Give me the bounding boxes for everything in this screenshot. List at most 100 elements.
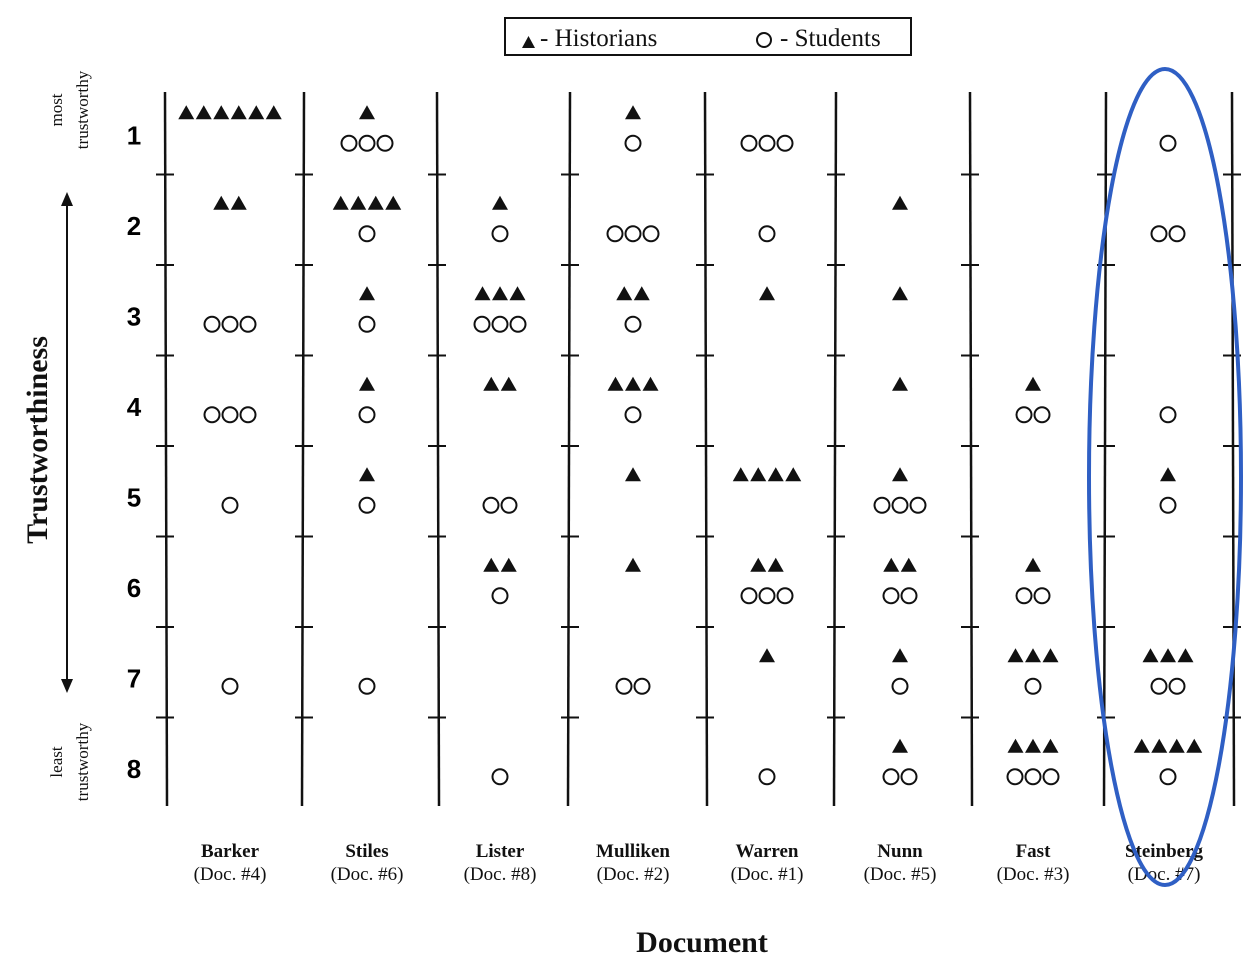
historian-triangle [248, 105, 265, 120]
student-circle [909, 496, 927, 514]
least-trustworthy-label: least trustworthy [47, 722, 92, 801]
student-circle [221, 315, 239, 333]
student-circle [340, 134, 358, 152]
document-number-label: (Doc. #2) [597, 864, 670, 885]
rank-label-3: 3 [127, 301, 141, 331]
student-circle [491, 315, 509, 333]
student-circle [1015, 406, 1033, 424]
rank-label-8: 8 [127, 754, 141, 784]
student-circle [776, 587, 794, 605]
rank-label-7: 7 [127, 663, 141, 693]
historian-triangle [500, 376, 517, 391]
rank-labels: 1 2 3 4 5 6 7 8 [127, 120, 142, 784]
rank-label-1: 1 [127, 120, 141, 150]
document-column-barker [178, 105, 282, 695]
document-column-steinberg [1133, 134, 1203, 786]
student-circle [1159, 406, 1177, 424]
historian-triangle [616, 286, 633, 301]
student-circle [776, 134, 794, 152]
student-circle [482, 496, 500, 514]
student-circle [221, 496, 239, 514]
student-circle [491, 768, 509, 786]
student-circle [358, 315, 376, 333]
student-circle [491, 587, 509, 605]
student-circle [239, 315, 257, 333]
historian-triangle [230, 105, 247, 120]
student-circle [1033, 587, 1051, 605]
historian-triangle [642, 376, 659, 391]
rank-label-4: 4 [127, 392, 142, 422]
historian-triangle [892, 648, 908, 663]
student-circle [1150, 225, 1168, 243]
column-separator [435, 91, 441, 807]
student-circle [624, 225, 642, 243]
column-separator [566, 91, 572, 807]
column-separator [968, 91, 974, 807]
document-name-label: Warren [736, 841, 799, 862]
document-name-label: Steinberg [1125, 841, 1204, 862]
student-circle [891, 496, 909, 514]
student-circle [633, 677, 651, 695]
historian-triangle [892, 376, 908, 391]
historian-triangle [483, 376, 500, 391]
student-circle [758, 225, 776, 243]
historian-triangle [1042, 738, 1059, 753]
student-circle [358, 677, 376, 695]
historian-triangle [213, 195, 230, 210]
historian-triangle [367, 195, 384, 210]
historian-triangle [1007, 738, 1024, 753]
student-circle [358, 496, 376, 514]
column-separator [300, 91, 306, 807]
steinberg-highlight-ellipse [1087, 67, 1243, 887]
student-circle [758, 587, 776, 605]
student-circle [376, 134, 394, 152]
student-circle [203, 315, 221, 333]
student-circle [1159, 134, 1177, 152]
arrow-up-icon [61, 192, 73, 206]
legend-students-marker-icon [756, 32, 772, 48]
historian-triangle [1025, 557, 1041, 572]
historian-triangle [892, 467, 908, 482]
document-name-label: Lister [476, 841, 525, 862]
historian-triangle [883, 557, 900, 572]
document-name-label: Stiles [345, 841, 388, 862]
student-circle [1024, 677, 1042, 695]
historian-triangle [213, 105, 230, 120]
historian-triangle [1168, 738, 1185, 753]
student-circle [1024, 768, 1042, 786]
document-number-label: (Doc. #4) [194, 864, 267, 885]
column-separator [1102, 91, 1108, 807]
historian-triangle [359, 105, 375, 120]
legend: - Historians - Students [504, 17, 912, 56]
historian-triangle [1025, 648, 1041, 663]
historian-triangle [750, 467, 767, 482]
student-circle [891, 677, 909, 695]
student-circle [358, 134, 376, 152]
historian-triangle [732, 467, 749, 482]
student-circle [882, 768, 900, 786]
student-circle [221, 406, 239, 424]
chart-marks [178, 105, 1203, 786]
historian-triangle [509, 286, 526, 301]
historian-triangle [483, 557, 500, 572]
document-name-label: Fast [1016, 841, 1052, 862]
document-number-label: (Doc. #5) [864, 864, 937, 885]
historian-triangle [625, 376, 641, 391]
historian-triangle [1007, 648, 1024, 663]
historian-triangle [178, 105, 195, 120]
historian-triangle [492, 286, 508, 301]
student-circle [1159, 768, 1177, 786]
document-number-label: (Doc. #1) [731, 864, 804, 885]
student-circle [1015, 587, 1033, 605]
historian-triangle [892, 738, 908, 753]
student-circle [1033, 406, 1051, 424]
student-circle [873, 496, 891, 514]
most-trustworthy-label: most trustworthy [47, 70, 92, 149]
rank-label-6: 6 [127, 573, 141, 603]
historian-triangle [625, 105, 641, 120]
student-circle [358, 225, 376, 243]
historian-triangle [332, 195, 349, 210]
arrow-down-icon [61, 679, 73, 693]
document-column-mulliken [606, 105, 660, 695]
